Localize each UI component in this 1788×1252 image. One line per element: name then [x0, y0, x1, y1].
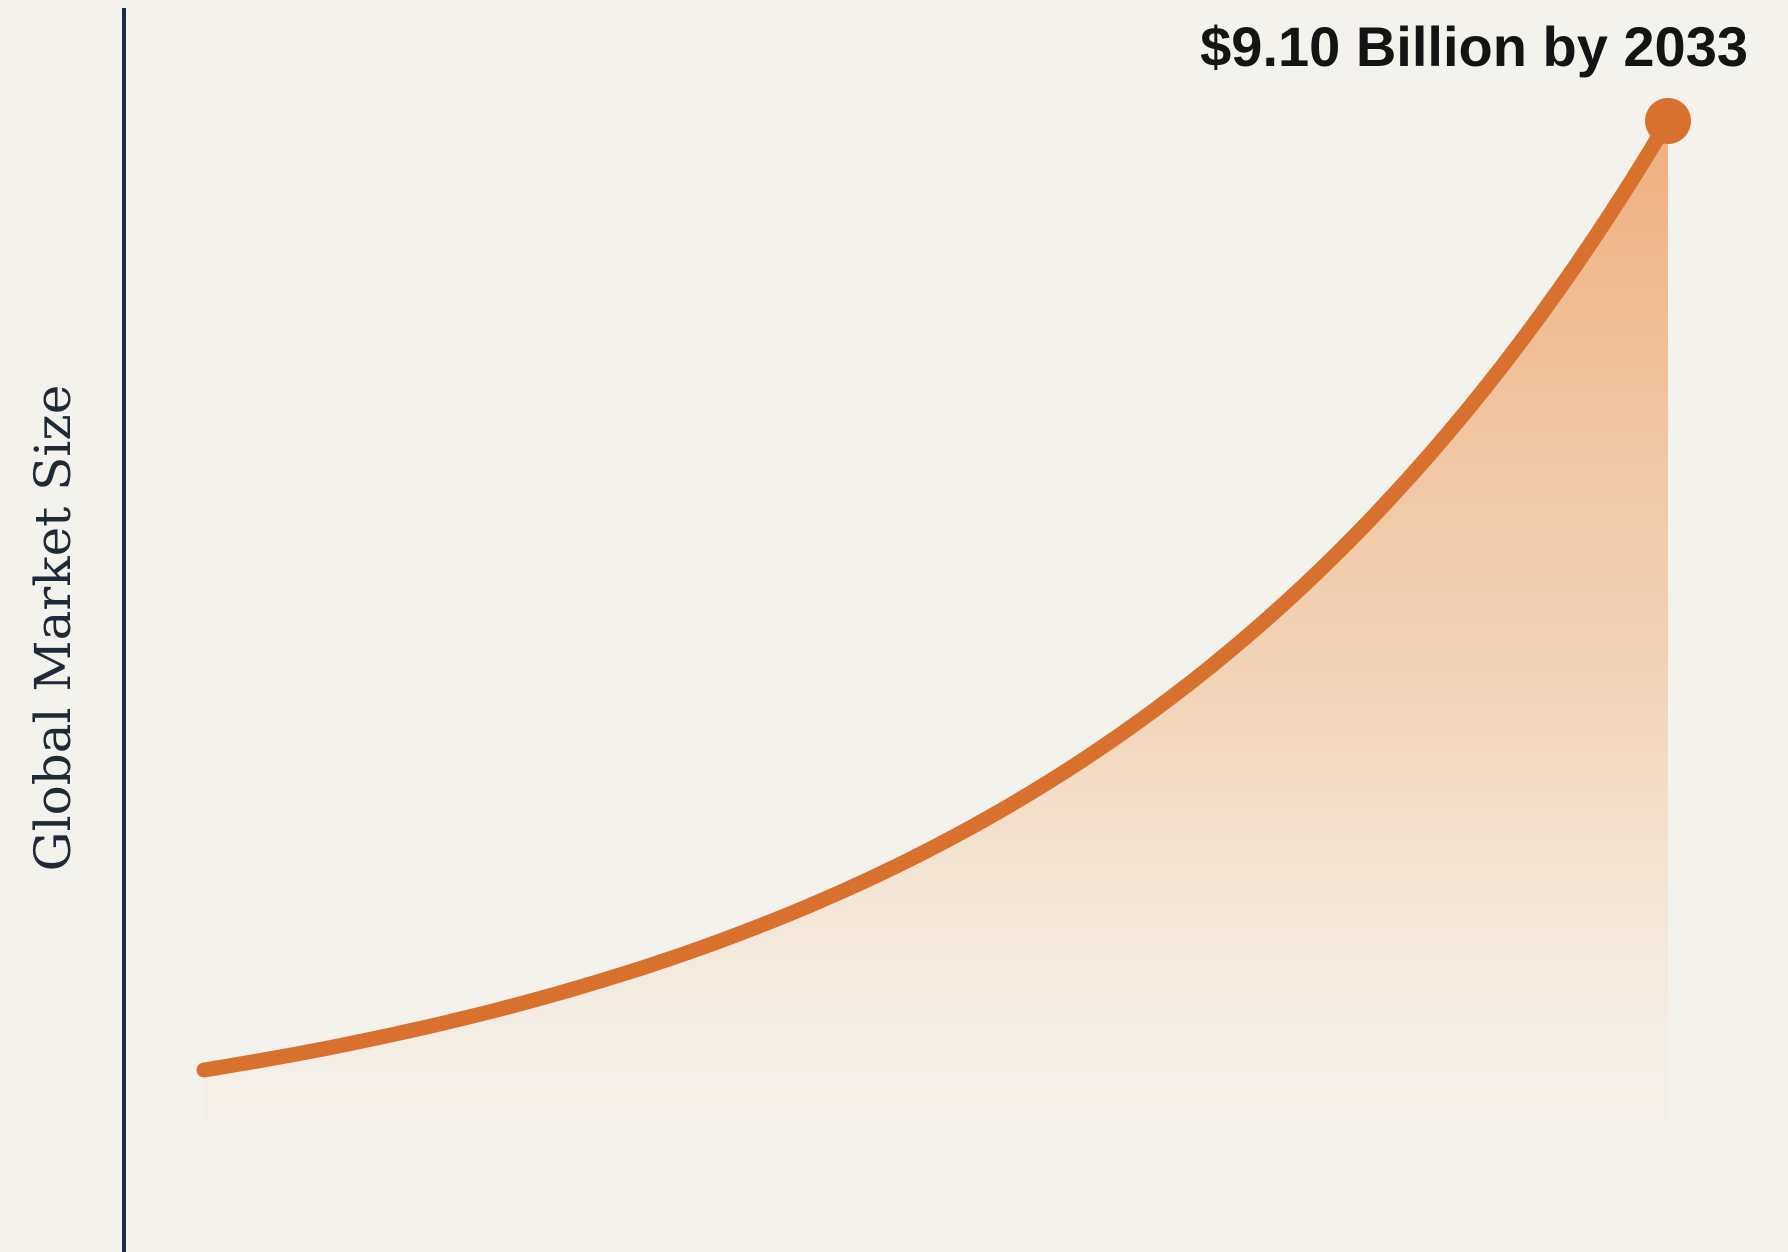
- end-value-annotation: $9.10 Billion by 2033: [1200, 15, 1748, 78]
- y-axis-label: Global Market Size: [24, 385, 82, 872]
- series-line: [196, 113, 1676, 1078]
- end-point-marker: [1645, 98, 1691, 144]
- area-fill: [204, 121, 1668, 1200]
